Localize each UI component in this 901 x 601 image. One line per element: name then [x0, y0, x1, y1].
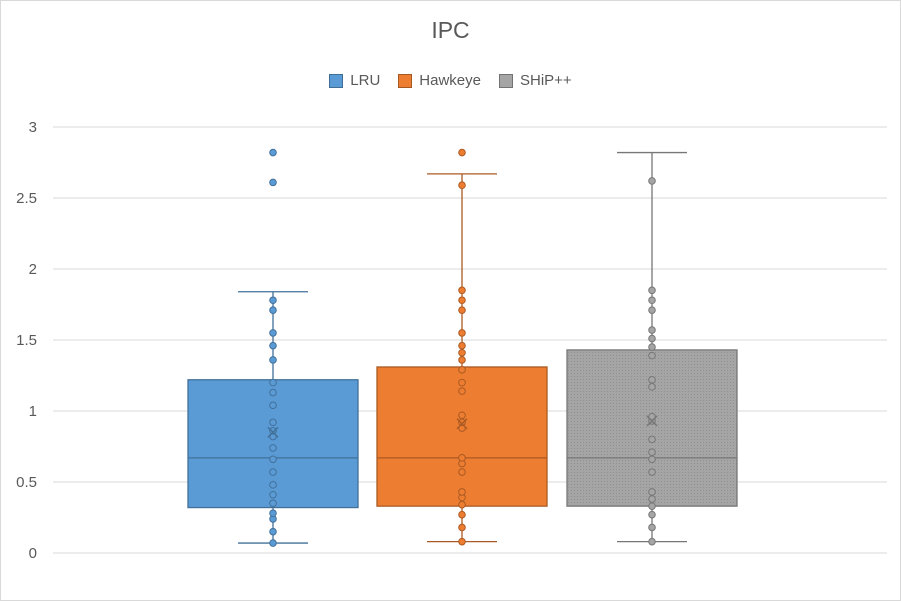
legend-label-lru: LRU [350, 72, 381, 89]
data-point-lru-5 [269, 490, 277, 499]
data-point-lru-16 [269, 356, 277, 364]
data-point-hawkeye-0 [458, 537, 466, 546]
data-point-lru-21 [269, 178, 277, 187]
y-tick-label-1: 0.5 [16, 474, 37, 491]
data-point-hawkeye-17 [458, 341, 466, 350]
data-point-lru-9 [269, 444, 277, 452]
data-point-lru-13 [269, 401, 277, 410]
data-point-lru-1 [269, 527, 277, 536]
data-point-ship-18 [648, 306, 656, 314]
y-tick-label-4: 2 [29, 261, 37, 278]
data-point-ship-16 [648, 334, 656, 343]
data-point-hawkeye-3 [458, 500, 466, 509]
data-point-hawkeye-13 [458, 378, 466, 387]
data-point-hawkeye-22 [458, 181, 466, 190]
data-point-lru-3 [269, 509, 277, 518]
mean-marker-lru [267, 426, 279, 438]
data-point-lru-17 [269, 341, 277, 350]
data-point-hawkeye-1 [458, 523, 466, 532]
box-series-hawkeye [376, 148, 548, 546]
data-point-ship-20 [648, 286, 656, 295]
data-point-lru-6 [269, 481, 277, 489]
legend-label-hawkeye: Hawkeye [419, 72, 481, 89]
data-point-hawkeye-19 [458, 306, 466, 314]
data-point-hawkeye-11 [458, 411, 466, 420]
y-tick-label-3: 1.5 [16, 332, 37, 349]
data-point-hawkeye-23 [458, 148, 466, 157]
data-point-ship-8 [648, 448, 656, 456]
data-point-ship-5 [648, 488, 656, 496]
data-point-hawkeye-15 [458, 356, 466, 364]
data-point-ship-4 [648, 495, 656, 503]
chart-title: IPC [431, 17, 470, 43]
data-point-ship-6 [648, 468, 656, 476]
data-point-ship-17 [648, 326, 656, 334]
legend-swatch-hawkeye [398, 73, 413, 88]
data-point-lru-12 [269, 418, 277, 427]
mean-marker-hawkeye [456, 418, 468, 430]
legend-item-hawkeye: Hawkeye [398, 72, 481, 89]
y-tick-label-6: 3 [29, 119, 37, 136]
data-point-hawkeye-18 [458, 329, 466, 337]
data-point-ship-12 [648, 383, 656, 391]
data-point-ship-19 [648, 296, 656, 305]
data-point-ship-13 [648, 375, 656, 384]
data-point-lru-11 [269, 427, 277, 435]
data-point-lru-4 [269, 499, 277, 508]
data-point-hawkeye-20 [458, 296, 466, 305]
box-series-ship [566, 151, 738, 546]
data-point-ship-21 [648, 177, 656, 185]
data-point-hawkeye-5 [458, 488, 466, 496]
data-point-ship-9 [648, 435, 656, 444]
y-tick-label-5: 2.5 [16, 190, 37, 207]
legend-swatch-shippp [499, 73, 513, 88]
data-point-hawkeye-14 [458, 366, 466, 374]
data-point-lru-19 [269, 306, 277, 314]
chart-legend: LRU Hawkeye SHiP++ [1, 72, 900, 89]
data-point-hawkeye-12 [458, 387, 466, 395]
data-point-lru-8 [269, 455, 277, 464]
data-point-hawkeye-2 [458, 510, 466, 519]
data-point-lru-22 [269, 148, 277, 157]
y-tick-label-2: 1 [29, 403, 37, 420]
data-point-ship-1 [648, 523, 656, 532]
data-point-hawkeye-6 [458, 468, 466, 476]
legend-item-shippp: SHiP++ [499, 72, 572, 89]
data-point-ship-14 [648, 351, 656, 360]
legend-item-lru: LRU [329, 72, 380, 89]
data-point-ship-0 [648, 537, 656, 546]
data-point-hawkeye-21 [458, 286, 466, 295]
data-point-hawkeye-16 [458, 348, 466, 357]
data-point-lru-0 [269, 539, 277, 547]
y-tick-label-0: 0 [29, 545, 37, 562]
data-point-ship-7 [648, 455, 656, 464]
box-ship [566, 349, 738, 507]
box-series-lru [187, 148, 359, 547]
data-point-ship-2 [648, 510, 656, 519]
data-point-lru-20 [269, 296, 277, 305]
legend-swatch-lru [329, 73, 344, 88]
data-point-ship-15 [648, 343, 656, 351]
data-point-lru-15 [269, 378, 277, 387]
data-point-lru-18 [269, 329, 277, 337]
data-point-ship-3 [648, 502, 656, 510]
legend-label-shippp: SHiP++ [520, 72, 572, 89]
data-point-lru-7 [269, 468, 277, 476]
data-point-lru-14 [269, 388, 277, 397]
mean-marker-ship [646, 415, 658, 427]
data-point-hawkeye-8 [458, 454, 466, 462]
